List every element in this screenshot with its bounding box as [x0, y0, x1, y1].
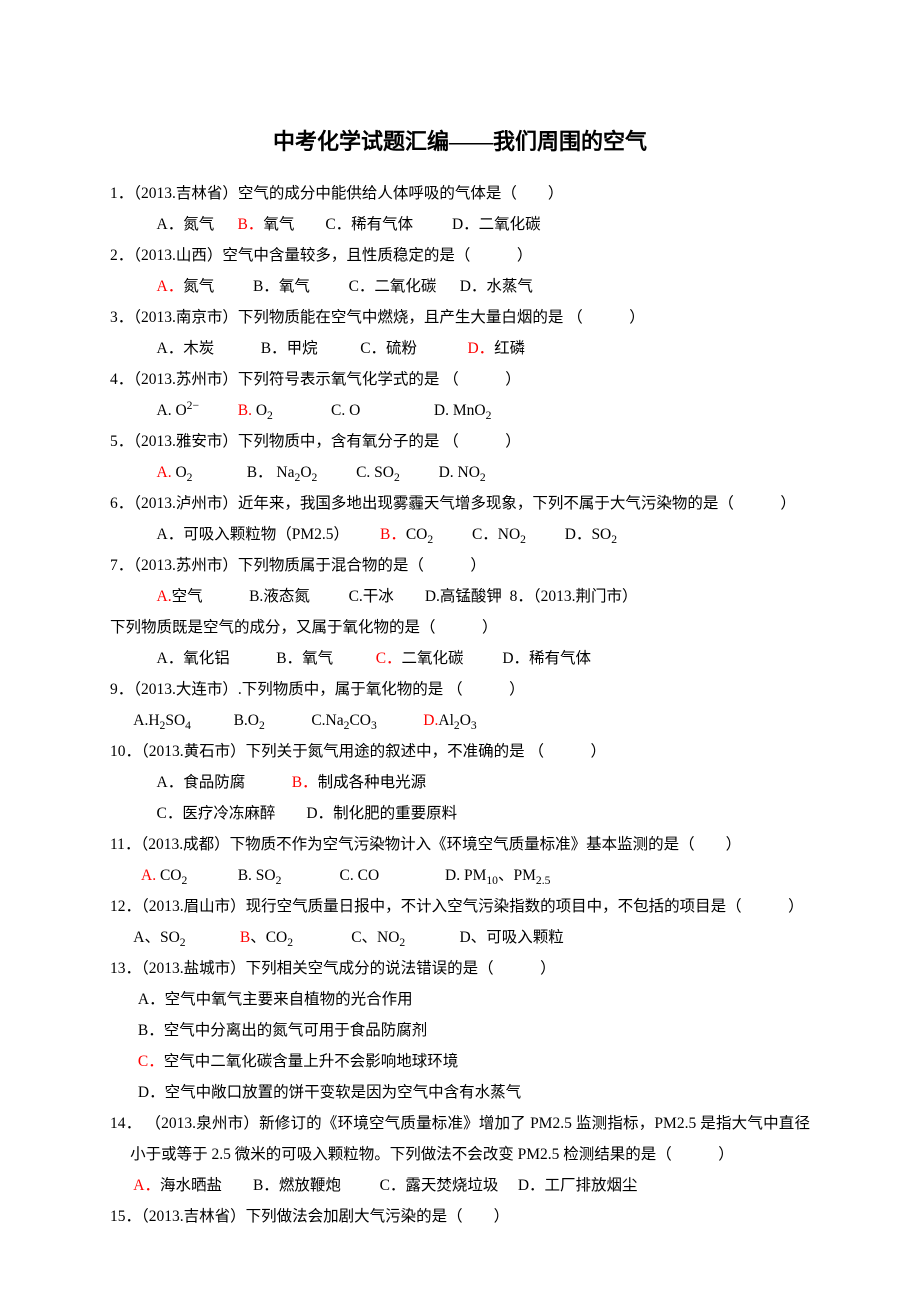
q14-answer: A．: [133, 1177, 160, 1194]
q11-answer: A.: [141, 867, 156, 884]
q7-options: A.空气 B.液态氮 C.干冰 D.高锰酸钾 8．（2013.荆门市）: [110, 581, 810, 612]
question-2: 2．（2013.山西）空气中含量较多，且性质稳定的是（ ） A．氮气 B．氧气 …: [110, 240, 810, 302]
q12-options: A、SO2 B、CO2 C、NO2 D、可吸入颗粒: [110, 922, 810, 953]
q11-options: A. CO2 B. SO2 C. CO D. PM10、PM2.5: [110, 860, 810, 891]
q10-options-row2: C．医疗冷冻麻醉 D．制化肥的重要原料: [110, 798, 810, 829]
q2-answer: A．: [157, 278, 184, 295]
q7-answer: A.: [157, 588, 172, 605]
question-4: 4．（2013.苏州市）下列符号表示氧气化学式的是 （ ） A. O2− B. …: [110, 364, 810, 426]
question-15: 15．（2013.吉林省）下列做法会加剧大气污染的是（ ）: [110, 1201, 810, 1232]
q5-options: A. O2 B． Na2O2 C. SO2 D. NO2: [110, 457, 810, 488]
q3-stem: 3．（2013.南京市）下列物质能在空气中燃烧，且产生大量白烟的是 （ ）: [110, 302, 810, 333]
page-title: 中考化学试题汇编——我们周围的空气: [110, 120, 810, 164]
q13-opt-c: C．空气中二氧化碳含量上升不会影响地球环境: [110, 1046, 810, 1077]
q14-options: A．海水晒盐 B．燃放鞭炮 C．露天焚烧垃圾 D．工厂排放烟尘: [110, 1170, 810, 1201]
q2-stem: 2．（2013.山西）空气中含量较多，且性质稳定的是（ ）: [110, 240, 810, 271]
q5-answer: A.: [157, 464, 172, 481]
q1-stem: 1．（2013.吉林省）空气的成分中能供给人体呼吸的气体是（ ）: [110, 178, 810, 209]
q6-answer: B．: [380, 526, 406, 543]
q9-stem: 9．（2013.大连市）.下列物质中，属于氧化物的是 （ ）: [110, 674, 810, 705]
page: 中考化学试题汇编——我们周围的空气 1．（2013.吉林省）空气的成分中能供给人…: [0, 0, 920, 1292]
q12-stem: 12．（2013.眉山市）现行空气质量日报中，不计入空气污染指数的项目中，不包括…: [110, 891, 810, 922]
q6-options: A．可吸入颗粒物（PM2.5） B．CO2 C．NO2 D．SO2: [110, 519, 810, 550]
q4-answer: B.: [238, 402, 252, 419]
question-5: 5．（2013.雅安市）下列物质中，含有氧分子的是 （ ） A. O2 B． N…: [110, 426, 810, 488]
q15-stem: 15．（2013.吉林省）下列做法会加剧大气污染的是（ ）: [110, 1201, 810, 1232]
question-6: 6．（2013.泸州市）近年来，我国多地出现雾霾天气增多现象，下列不属于大气污染…: [110, 488, 810, 550]
q1-answer: B．: [237, 216, 263, 233]
question-11: 11．（2013.成都）下物质不作为空气污染物计入《环境空气质量标准》基本监测的…: [110, 829, 810, 891]
q6-stem: 6．（2013.泸州市）近年来，我国多地出现雾霾天气增多现象，下列不属于大气污染…: [110, 488, 810, 519]
q12-answer: B: [240, 929, 250, 946]
question-13: 13．（2013.盐城市）下列相关空气成分的说法错误的是（ ） A．空气中氧气主…: [110, 953, 810, 1108]
question-3: 3．（2013.南京市）下列物质能在空气中燃烧，且产生大量白烟的是 （ ） A．…: [110, 302, 810, 364]
q4-options: A. O2− B. O2 C. O D. MnO2: [110, 395, 810, 426]
question-10: 10．（2013.黄石市）下列关于氮气用途的叙述中，不准确的是 （ ） A．食品…: [110, 736, 810, 829]
q10-answer: B．: [292, 774, 318, 791]
q4-stem: 4．（2013.苏州市）下列符号表示氧气化学式的是 （ ）: [110, 364, 810, 395]
q3-answer: D．: [467, 340, 494, 357]
question-1: 1．（2013.吉林省）空气的成分中能供给人体呼吸的气体是（ ） A．氮气 B．…: [110, 178, 810, 240]
q7-stem: 7．（2013.苏州市）下列物质属于混合物的是（ ）: [110, 550, 810, 581]
q11-stem: 11．（2013.成都）下物质不作为空气污染物计入《环境空气质量标准》基本监测的…: [110, 829, 810, 860]
q8-stem: 下列物质既是空气的成分，又属于氧化物的是（ ）: [110, 612, 810, 643]
question-8: 下列物质既是空气的成分，又属于氧化物的是（ ） A．氧化铝 B．氧气 C．二氧化…: [110, 612, 810, 674]
question-9: 9．（2013.大连市）.下列物质中，属于氧化物的是 （ ） A.H2SO4 B…: [110, 674, 810, 736]
q3-options: A．木炭 B．甲烷 C．硫粉 D．红磷: [110, 333, 810, 364]
q8-answer: C．: [376, 650, 402, 667]
q13-opt-d: D．空气中敞口放置的饼干变软是因为空气中含有水蒸气: [110, 1077, 810, 1108]
q1-options: A．氮气 B．氧气 C．稀有气体 D．二氧化碳: [110, 209, 810, 240]
q5-stem: 5．（2013.雅安市）下列物质中，含有氧分子的是 （ ）: [110, 426, 810, 457]
q13-opt-b: B．空气中分离出的氮气可用于食品防腐剂: [110, 1015, 810, 1046]
q13-stem: 13．（2013.盐城市）下列相关空气成分的说法错误的是（ ）: [110, 953, 810, 984]
q10-stem: 10．（2013.黄石市）下列关于氮气用途的叙述中，不准确的是 （ ）: [110, 736, 810, 767]
q9-options: A.H2SO4 B.O2 C.Na2CO3 D.Al2O3: [110, 705, 810, 736]
q13-answer: C．: [138, 1053, 164, 1070]
q9-answer: D.: [423, 712, 438, 729]
q10-options-row1: A．食品防腐 B．制成各种电光源: [110, 767, 810, 798]
q2-options: A．氮气 B．氧气 C．二氧化碳 D．水蒸气: [110, 271, 810, 302]
q8-options: A．氧化铝 B．氧气 C．二氧化碳 D．稀有气体: [110, 643, 810, 674]
q14-stem: 14． （2013.泉州市）新修订的《环境空气质量标准》增加了 PM2.5 监测…: [110, 1108, 810, 1170]
question-7: 7．（2013.苏州市）下列物质属于混合物的是（ ） A.空气 B.液态氮 C.…: [110, 550, 810, 612]
question-14: 14． （2013.泉州市）新修订的《环境空气质量标准》增加了 PM2.5 监测…: [110, 1108, 810, 1201]
question-12: 12．（2013.眉山市）现行空气质量日报中，不计入空气污染指数的项目中，不包括…: [110, 891, 810, 953]
q13-opt-a: A．空气中氧气主要来自植物的光合作用: [110, 984, 810, 1015]
